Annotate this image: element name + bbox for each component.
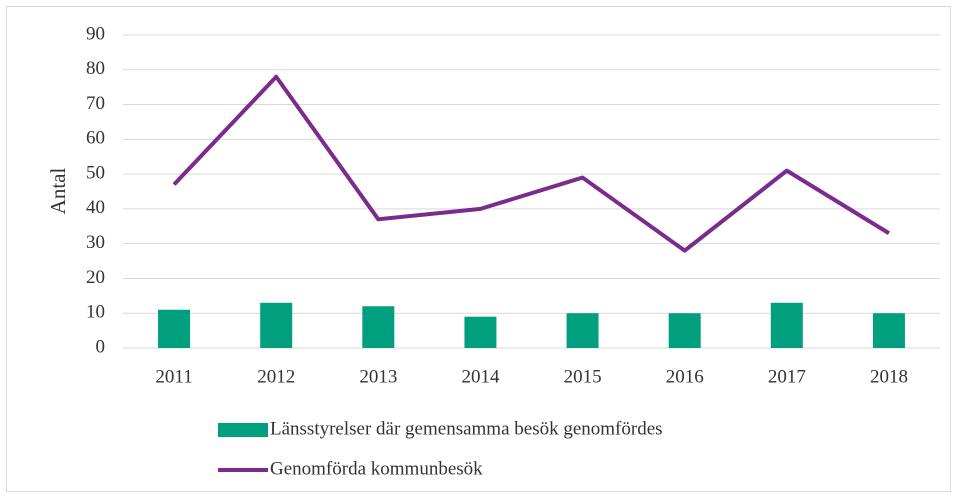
legend-swatch — [218, 423, 268, 437]
y-axis-label: Antal — [46, 168, 70, 215]
y-tick-label: 40 — [86, 197, 105, 218]
x-tick-label: 2015 — [564, 366, 602, 387]
y-tick-label: 80 — [86, 58, 105, 79]
x-tick-label: 2013 — [359, 366, 397, 387]
bar — [770, 302, 803, 348]
x-tick-label: 2016 — [666, 366, 704, 387]
bar — [668, 313, 701, 348]
bar — [362, 306, 395, 348]
bar — [566, 313, 599, 348]
x-tick-label: 2012 — [257, 366, 295, 387]
y-tick-label: 60 — [86, 128, 105, 149]
y-tick-label: 30 — [86, 232, 105, 253]
legend-label: Genomförda kommunbesök — [270, 458, 483, 479]
y-tick-label: 20 — [86, 267, 105, 288]
y-tick-label: 70 — [86, 93, 105, 114]
bar — [464, 316, 497, 348]
line — [172, 74, 890, 253]
x-tick-label: 2014 — [461, 366, 500, 387]
y-tick-label: 50 — [86, 162, 105, 183]
y-tick-label: 0 — [96, 336, 106, 357]
chart-border — [6, 6, 951, 492]
x-tick-label: 2017 — [768, 366, 806, 387]
x-tick-label: 2011 — [155, 366, 192, 387]
x-tick-label: 2018 — [870, 366, 908, 387]
y-tick-label: 90 — [86, 23, 105, 44]
bar — [260, 302, 293, 348]
y-tick-label: 10 — [86, 302, 105, 323]
bar — [158, 309, 191, 348]
bar — [872, 313, 905, 348]
legend-label: Länsstyrelser där gemensamma besök genom… — [270, 418, 663, 439]
